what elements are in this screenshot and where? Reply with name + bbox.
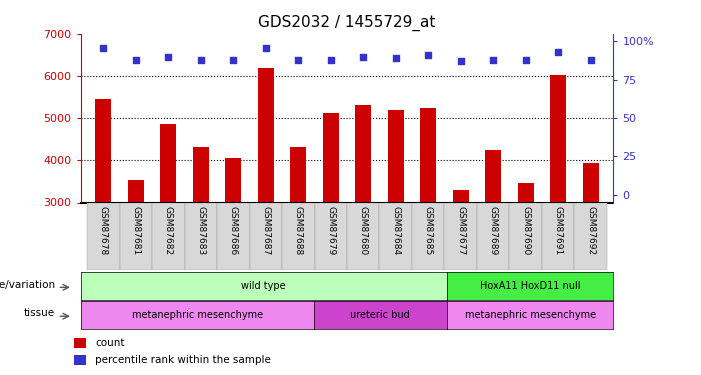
Point [292,57,304,63]
Text: ureteric bud: ureteric bud [350,310,410,320]
Bar [485,150,501,202]
FancyBboxPatch shape [444,202,477,270]
Bar [128,180,144,203]
FancyBboxPatch shape [510,202,542,270]
FancyBboxPatch shape [315,202,347,270]
FancyBboxPatch shape [412,202,444,270]
Text: genotype/variation: genotype/variation [0,279,55,290]
Point [325,57,336,63]
Text: tissue: tissue [24,308,55,318]
Text: GSM87684: GSM87684 [391,206,400,255]
Point [585,57,597,63]
Bar [258,68,274,203]
FancyBboxPatch shape [574,202,607,270]
Bar [420,108,436,202]
Text: GSM87685: GSM87685 [423,206,433,255]
Text: percentile rank within the sample: percentile rank within the sample [95,355,271,365]
Bar [95,99,111,202]
Text: metanephric mesenchyme: metanephric mesenchyme [132,310,263,320]
Text: GSM87686: GSM87686 [229,206,238,255]
Text: GSM87677: GSM87677 [456,206,465,255]
Point [390,55,402,61]
Text: HoxA11 HoxD11 null: HoxA11 HoxD11 null [480,281,580,291]
FancyBboxPatch shape [282,202,315,270]
Text: wild type: wild type [241,281,286,291]
Point [520,57,531,63]
FancyBboxPatch shape [120,202,152,270]
Text: GSM87690: GSM87690 [521,206,530,255]
FancyBboxPatch shape [87,202,120,270]
Bar [388,110,404,202]
Text: GSM87681: GSM87681 [131,206,140,255]
FancyBboxPatch shape [250,202,282,270]
Text: count: count [95,338,125,348]
Point [423,52,434,58]
Point [228,57,239,63]
Point [195,57,206,63]
Point [130,57,142,63]
FancyBboxPatch shape [152,202,184,270]
Text: GSM87687: GSM87687 [261,206,271,255]
Text: GSM87688: GSM87688 [294,206,303,255]
Point [552,49,564,55]
Bar [225,158,241,203]
FancyBboxPatch shape [542,202,574,270]
Bar [193,147,209,202]
Bar [517,183,533,203]
Bar [161,124,177,202]
Bar [355,105,372,202]
Bar [583,163,599,202]
Title: GDS2032 / 1455729_at: GDS2032 / 1455729_at [258,15,436,31]
Bar [290,147,306,202]
Text: GSM87692: GSM87692 [586,206,595,255]
FancyBboxPatch shape [379,202,412,270]
Bar [74,355,86,365]
Text: GSM87691: GSM87691 [554,206,563,255]
Point [260,45,271,51]
Text: metanephric mesenchyme: metanephric mesenchyme [465,310,596,320]
Text: GSM87680: GSM87680 [359,206,368,255]
Point [455,58,466,64]
FancyBboxPatch shape [184,202,217,270]
Bar [322,112,339,202]
Point [358,54,369,60]
Point [488,57,499,63]
Text: GSM87679: GSM87679 [326,206,335,255]
Bar [74,338,86,348]
FancyBboxPatch shape [347,202,379,270]
Text: GSM87682: GSM87682 [164,206,173,255]
FancyBboxPatch shape [477,202,510,270]
Text: GSM87678: GSM87678 [99,206,108,255]
Text: GSM87689: GSM87689 [489,206,498,255]
Bar [550,75,566,202]
Point [97,45,109,51]
Text: GSM87683: GSM87683 [196,206,205,255]
FancyBboxPatch shape [217,202,250,270]
Point [163,54,174,60]
Bar [453,190,469,202]
